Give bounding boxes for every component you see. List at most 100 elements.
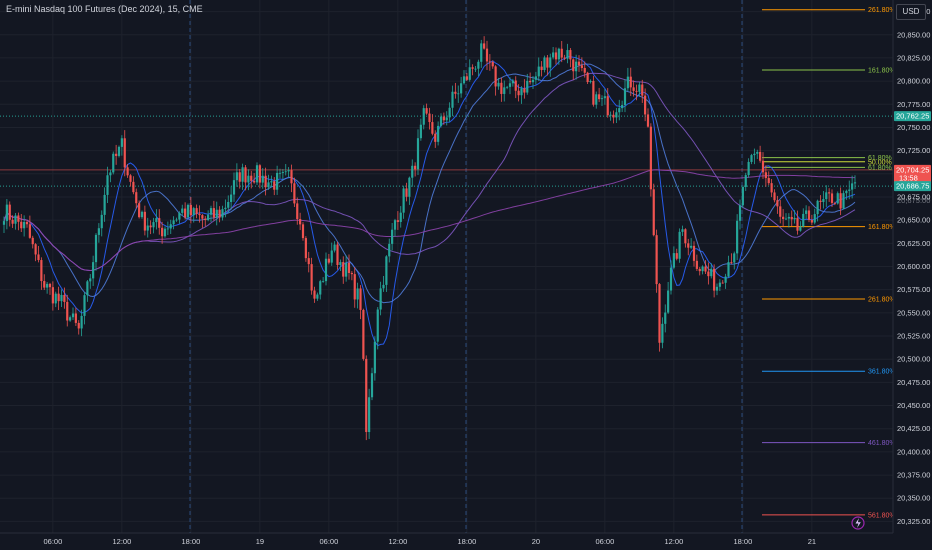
candle-body — [460, 83, 463, 94]
candle-body — [235, 172, 238, 181]
candle-body — [8, 204, 11, 220]
candle-body — [313, 290, 316, 299]
candle-body — [189, 204, 192, 216]
candle-body — [37, 254, 40, 261]
time-tick-label: 18:00 — [733, 537, 752, 546]
candle-body — [31, 237, 34, 245]
candle-body — [97, 228, 100, 235]
candle-body — [345, 262, 348, 277]
candle-body — [727, 262, 730, 277]
candle-body — [684, 229, 687, 244]
candle-body — [589, 81, 592, 83]
candle-body — [848, 189, 851, 191]
candle-body — [819, 200, 822, 202]
candle-body — [793, 217, 796, 220]
price-tag-countdown: 13:58 — [899, 173, 918, 182]
price-tick-label: 20,550.00 — [897, 308, 930, 317]
candle-body — [773, 192, 776, 201]
candle-body — [319, 281, 322, 295]
candle-body — [267, 182, 270, 188]
candle-body — [370, 373, 374, 398]
candle-body — [112, 153, 115, 173]
candle-body — [488, 61, 491, 63]
fib-extension[interactable]: 261.80% - 161.80% - 61.80% -50.00% -61.80%… — [762, 7, 901, 519]
candle-body — [626, 76, 629, 89]
price-tick-label: 20,775.00 — [897, 100, 930, 109]
candle-body — [43, 281, 46, 288]
candle-body — [296, 203, 299, 220]
candle-body — [477, 61, 480, 69]
time-axis[interactable]: 06:00 12:00 18:00 19 06:00 12:00 18:00 20 06:00 1… — [0, 532, 932, 550]
candle-body — [218, 209, 221, 218]
candle-body — [669, 267, 673, 291]
price-tick-label: 20,500.00 — [897, 355, 930, 364]
candle-body — [356, 288, 359, 300]
candle-body — [290, 170, 293, 184]
candle-body — [454, 91, 457, 94]
candle-body — [790, 216, 793, 220]
candle-body — [146, 225, 149, 231]
candle-body — [655, 235, 658, 285]
candle-body — [224, 207, 227, 210]
candle-body — [241, 167, 244, 182]
candle-body — [721, 282, 724, 284]
candle-body — [163, 228, 167, 237]
time-tick-label: 06:00 — [43, 537, 62, 546]
candle-body — [368, 397, 371, 433]
candle-body — [497, 82, 500, 87]
candle-body — [181, 208, 184, 213]
candle-body — [391, 229, 394, 244]
fib-level-label: 161.80% - — [868, 224, 901, 231]
price-tick-label: 20,475.00 — [897, 378, 930, 387]
candle-body — [615, 112, 618, 118]
time-tick-label: 06:00 — [319, 537, 338, 546]
candle-body — [644, 95, 647, 115]
fib-level-label: 50.00% - — [868, 159, 897, 166]
candle-body — [836, 193, 839, 204]
candle-body — [261, 175, 264, 183]
candle-body — [212, 208, 215, 218]
candle-body — [713, 268, 716, 291]
candle-body — [816, 200, 819, 215]
currency-button[interactable]: USD — [896, 4, 926, 20]
candle-body — [126, 167, 129, 176]
fib-level-label: 561.80% - — [868, 512, 901, 519]
candle-body — [399, 212, 402, 222]
candle-body — [796, 217, 799, 231]
fib-level-label: 261.80% - — [868, 296, 901, 303]
candle-body — [698, 268, 701, 272]
candle-body — [117, 146, 121, 156]
candle-body — [738, 205, 742, 221]
alert-icon[interactable] — [851, 516, 865, 530]
candle-body — [178, 212, 181, 220]
candle-body — [845, 190, 848, 194]
candles — [2, 36, 857, 441]
candle-body — [109, 172, 112, 176]
candle-body — [851, 183, 854, 190]
candle-body — [25, 221, 29, 225]
candle-body — [204, 218, 207, 221]
candle-body — [560, 48, 563, 58]
candle-body — [310, 264, 313, 291]
candle-body — [632, 87, 635, 91]
candle-body — [480, 43, 483, 62]
candle-body — [828, 192, 831, 194]
time-tick-label: 12:00 — [112, 537, 131, 546]
candle-body — [402, 188, 405, 213]
candle-body — [687, 243, 690, 248]
candle-body — [57, 293, 60, 302]
price-axis[interactable]: 20,325.00 20,350.00 20,375.00 20,400.00 20,4… — [892, 0, 932, 550]
price-tag-box — [894, 164, 931, 183]
candle-body — [362, 309, 365, 359]
candle-body — [66, 301, 69, 321]
candle-body — [152, 222, 155, 228]
candle-body — [278, 172, 282, 174]
moving-average-line — [3, 56, 856, 347]
candle-body — [230, 194, 233, 202]
price-tick-label: 20,675.00 — [897, 192, 930, 201]
candle-body — [74, 313, 77, 323]
price-tick-label: 20,400.00 — [897, 447, 930, 456]
candle-body — [270, 181, 273, 183]
